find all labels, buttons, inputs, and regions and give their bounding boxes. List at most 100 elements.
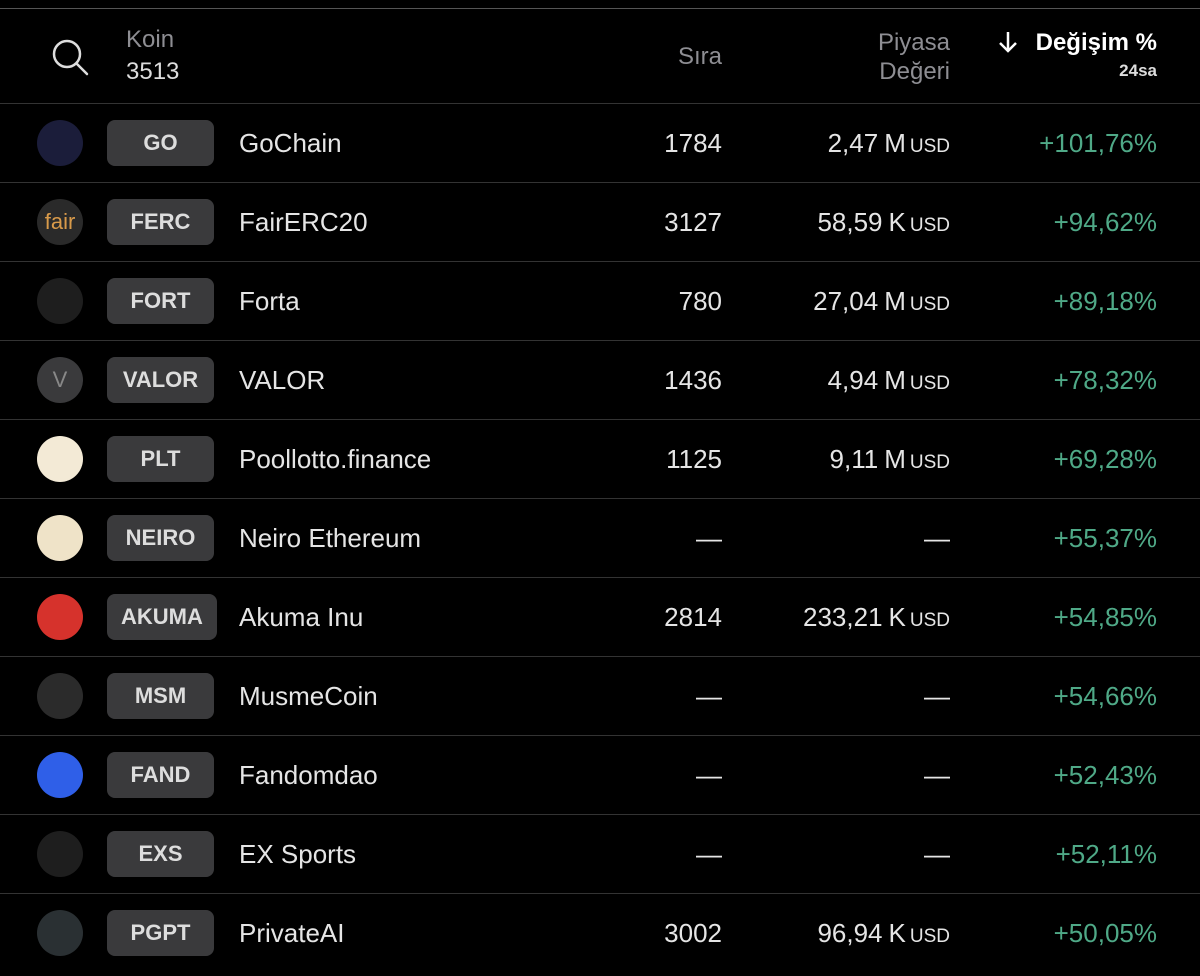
- coin-logo: [37, 278, 83, 324]
- symbol-badge: PLT: [107, 436, 214, 482]
- coin-logo: [37, 673, 83, 719]
- symbol-badge: GO: [107, 120, 214, 166]
- market-cap-header[interactable]: Piyasa Değeri: [877, 29, 950, 85]
- currency: USD: [909, 926, 950, 947]
- symbol-badge: MSM: [107, 673, 214, 719]
- coin-logo: [37, 515, 83, 561]
- coin-row[interactable]: fair FERC FairERC20 3127 58,59 K USD +94,62%: [0, 182, 1200, 261]
- sort-arrow: [999, 32, 1017, 53]
- market-cap: 4,94 M USD: [828, 341, 950, 423]
- currency: USD: [909, 452, 950, 473]
- market-cap-unit: M: [884, 128, 906, 158]
- symbol-badge: PGPT: [107, 910, 214, 956]
- change-percent: +54,85%: [1053, 602, 1157, 632]
- market-cap: 233,21 K USD: [803, 578, 950, 660]
- market-cap-unit: K: [888, 602, 906, 632]
- change-percent: +89,18%: [1053, 286, 1157, 316]
- coin-name: EX Sports: [239, 839, 357, 869]
- market-cap-value: —: [924, 760, 950, 790]
- market-cap-value: 4,94: [827, 365, 879, 395]
- symbol-badge: NEIRO: [107, 515, 214, 561]
- symbol-badge: FORT: [107, 278, 214, 324]
- coin-row[interactable]: V VALOR VALOR 1436 4,94 M USD +78,32%: [0, 340, 1200, 419]
- coin-logo: fair: [37, 199, 83, 245]
- market-cap-unit: M: [884, 286, 906, 316]
- change-percent: +69,28%: [1053, 444, 1157, 474]
- coin-row[interactable]: AKUMA Akuma Inu 2814 233,21 K USD +54,85%: [0, 577, 1200, 656]
- rank: —: [696, 839, 722, 869]
- coin-logo: [37, 752, 83, 798]
- symbol-badge: EXS: [107, 831, 214, 877]
- market-cap-value: 9,11: [829, 444, 879, 474]
- coin-row[interactable]: PLT Poollotto.finance 1125 9,11 M USD +69,28%: [0, 419, 1200, 498]
- coin-name: Poollotto.finance: [239, 444, 432, 474]
- market-cap: —: [924, 499, 950, 578]
- currency: USD: [909, 294, 950, 315]
- market-cap-unit: M: [884, 444, 906, 474]
- market-cap: 58,59 K USD: [817, 183, 950, 265]
- market-cap-value: 96,94: [817, 918, 883, 948]
- market-cap: 2,47 M USD: [828, 104, 950, 186]
- market-cap-value: 58,59: [817, 207, 883, 237]
- rank: 1125: [666, 444, 722, 474]
- coin-logo: [37, 831, 83, 877]
- market-cap-value: 27,04: [813, 286, 879, 316]
- currency: USD: [909, 215, 950, 236]
- coin-row[interactable]: FORT Forta 780 27,04 M USD +89,18%: [0, 261, 1200, 340]
- market-cap-unit: M: [884, 365, 906, 395]
- market-cap-value: 2,47: [827, 128, 879, 158]
- coin-logo: V: [37, 357, 83, 403]
- change-percent: +52,43%: [1053, 760, 1157, 790]
- change-percent: +94,62%: [1053, 207, 1157, 237]
- rank-header[interactable]: Sıra: [677, 43, 722, 70]
- rank: 780: [678, 286, 722, 316]
- coin-name: Forta: [239, 286, 300, 316]
- coin-logo: [37, 910, 83, 956]
- rank: 1436: [664, 365, 722, 395]
- coin-name: FairERC20: [239, 207, 368, 237]
- market-cap-value: —: [924, 839, 950, 869]
- symbol-badge: FERC: [107, 199, 214, 245]
- market-cap-value: —: [924, 681, 950, 711]
- coin-row[interactable]: NEIRO Neiro Ethereum — — +55,37%: [0, 498, 1200, 577]
- currency: USD: [909, 136, 950, 157]
- market-cap-value: 233,21: [803, 602, 883, 632]
- coin-name: VALOR: [239, 365, 326, 395]
- rank: 3002: [664, 918, 722, 948]
- coin-name: GoChain: [239, 128, 342, 158]
- market-cap: 9,11 M USD: [830, 420, 950, 502]
- symbol-badge: AKUMA: [107, 594, 217, 640]
- coin-row[interactable]: GO GoChain 1784 2,47 M USD +101,76%: [0, 103, 1200, 182]
- coin-name: Akuma Inu: [239, 602, 364, 632]
- rank: 1784: [664, 128, 722, 158]
- coin-name: Neiro Ethereum: [239, 523, 422, 553]
- change-percent: +55,37%: [1053, 523, 1157, 553]
- change-percent: +101,76%: [1039, 128, 1157, 158]
- currency: USD: [909, 373, 950, 394]
- coin-name: PrivateAI: [239, 918, 345, 948]
- coin-row[interactable]: FAND Fandomdao — — +52,43%: [0, 735, 1200, 814]
- coin-logo: [37, 436, 83, 482]
- coin-count: 3513: [126, 58, 180, 85]
- market-cap: 27,04 M USD: [813, 262, 950, 344]
- market-cap-unit: K: [888, 918, 906, 948]
- market-cap: —: [924, 657, 950, 736]
- search-icon[interactable]: [50, 37, 90, 77]
- market-cap-unit: K: [888, 207, 906, 237]
- rank: —: [696, 523, 722, 553]
- change-percent: +52,11%: [1055, 839, 1157, 869]
- coin-logo: [37, 594, 83, 640]
- change-header[interactable]: Değişim %: [1035, 29, 1157, 56]
- symbol-badge: FAND: [107, 752, 214, 798]
- currency: USD: [909, 610, 950, 631]
- change-percent: +78,32%: [1053, 365, 1157, 395]
- coin-row[interactable]: MSM MusmeCoin — — +54,66%: [0, 656, 1200, 735]
- rank: 2814: [664, 602, 722, 632]
- market-cap-value: —: [924, 523, 950, 553]
- rank: —: [696, 760, 722, 790]
- market-cap: —: [924, 736, 950, 815]
- coin-row[interactable]: EXS EX Sports — — +52,11%: [0, 814, 1200, 893]
- rank: 3127: [664, 207, 722, 237]
- coin-row[interactable]: PGPT PrivateAI 3002 96,94 K USD +50,05%: [0, 893, 1200, 972]
